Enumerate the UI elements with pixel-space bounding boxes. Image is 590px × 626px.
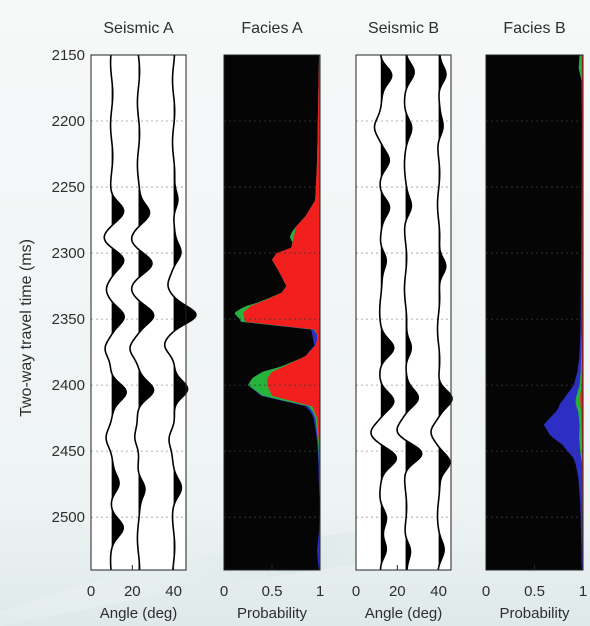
y-tick-label: 2200	[52, 113, 85, 130]
panel-frame	[90, 54, 187, 571]
facies-green-area	[575, 55, 583, 570]
trace-fill-10	[111, 78, 127, 551]
x-axis-label: Angle (deg)	[100, 605, 178, 622]
panel-seismic-a: Seismic A 0 20 40 Angle (deg)	[87, 20, 197, 622]
x-tick-label: 0	[220, 583, 228, 600]
x-tick-label: 40	[165, 583, 182, 600]
panel-title: Seismic A	[103, 20, 174, 37]
y-tick-label: 2450	[52, 443, 85, 460]
trace-line-10	[103, 54, 127, 571]
facies-red-area	[243, 55, 320, 570]
y-tick-label: 2300	[52, 245, 85, 262]
panel-facies-b: Facies B 0 0.5 1 Probability	[482, 20, 587, 622]
trace-fill-23	[138, 56, 154, 570]
trace-line-40	[163, 54, 197, 571]
seismic-background	[356, 55, 451, 570]
x-tick-label: 0.5	[262, 583, 283, 600]
trace-line-40	[430, 54, 453, 571]
x-tick-label: 20	[124, 583, 141, 600]
x-axis-label: Probability	[237, 605, 308, 622]
panels: Seismic A 0 20 40 Angle (deg) Facies A 0 0.5 1 Pr…	[87, 20, 587, 622]
x-tick-label: 1	[316, 583, 324, 600]
x-tick-label: 1	[579, 583, 587, 600]
x-tick-label: 0	[87, 583, 95, 600]
x-axis-label: Probability	[499, 605, 570, 622]
y-tick-label: 2350	[52, 311, 85, 328]
panel-title: Seismic B	[368, 20, 439, 37]
y-tick-label: 2250	[52, 179, 85, 196]
facies-black-background	[486, 55, 583, 570]
trace-line-12	[370, 54, 398, 571]
panel-title: Facies B	[503, 20, 565, 37]
y-tick-label: 2500	[52, 509, 85, 526]
trace-line-24	[396, 54, 423, 571]
y-axis-ticks: 2150 2200 2250 2300 2350 2400 2450 2500	[52, 47, 96, 526]
x-tick-label: 20	[389, 583, 406, 600]
y-tick-label: 2400	[52, 377, 85, 394]
y-axis-label: Two-way travel time (ms)	[18, 239, 35, 417]
y-tick-label: 2150	[52, 47, 85, 64]
x-tick-label: 0	[352, 583, 360, 600]
facies-blue-area	[543, 55, 583, 570]
x-axis-label: Angle (deg)	[365, 605, 443, 622]
trace-fill-40	[438, 55, 453, 569]
x-tick-label: 0	[482, 583, 490, 600]
trace-line-23	[129, 54, 155, 570]
x-tick-label: 0.5	[524, 583, 545, 600]
panel-title: Facies A	[241, 20, 303, 37]
facies-red-area	[580, 55, 583, 570]
x-tick-label: 40	[430, 583, 447, 600]
trace-fill-40	[173, 55, 196, 564]
panel-facies-a: Facies A 0 0.5 1 Probability	[220, 20, 324, 622]
panel-frame	[355, 54, 452, 571]
panel-seismic-b: Seismic B 0 20 40 Angle (deg)	[352, 20, 453, 622]
